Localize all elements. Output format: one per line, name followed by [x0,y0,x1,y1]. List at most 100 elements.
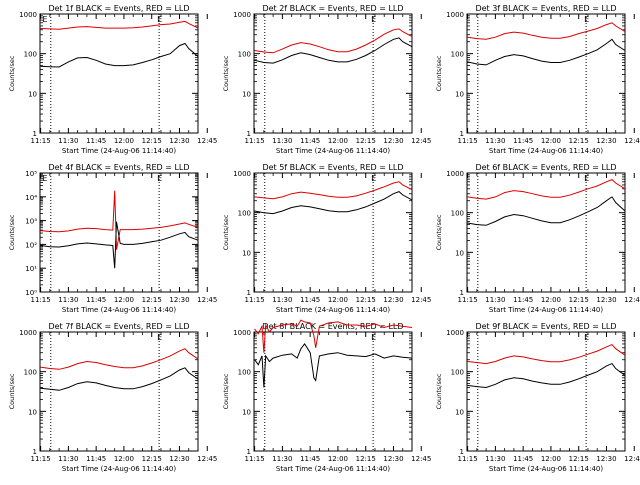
x-tick-label: 12:00 [328,455,348,463]
x-tick-label: 11:15 [31,455,51,463]
x-tick-label: 11:15 [458,455,478,463]
series-line-lld [40,190,199,250]
x-tick-label: 12:30 [383,455,403,463]
plot-frame [466,13,626,134]
x-tick-label: 11:30 [58,137,78,145]
series-line-events [254,343,413,388]
y-tick-label: 1 [460,448,464,456]
event-marker-label: E [42,15,47,24]
y-axis-label: Counts/sec [435,55,443,91]
y-tick-label: 10 [455,408,464,416]
chart-panel: Det 8f BLACK = Events, RED = LLD 1 10 100 10… [222,319,431,473]
y-tick-label: 1 [247,289,251,297]
series-line-events [254,37,413,64]
x-tick-label: 12:15 [142,455,162,463]
x-tick-label: 12:45 [624,455,640,463]
x-axis-label: Start Time (24-Aug-06 11:14:40) [62,465,176,473]
event-marker-label: E [157,15,162,24]
y-tick-label: 10⁴ [25,194,37,202]
x-axis-label: Start Time (24-Aug-06 11:14:40) [62,306,176,314]
y-tick-label: 1000 [233,329,251,337]
chart-title: Det 2f BLACK = Events, RED = LLD [262,4,403,13]
event-marker-label: E [584,15,589,24]
series-line-lld [467,344,626,365]
y-axis-label: Counts/sec [435,373,443,409]
x-tick-label: 12:45 [624,137,640,145]
x-tick-label: 12:00 [541,296,561,304]
y-tick-label: 1000 [233,11,251,19]
series-line-lld [467,22,626,40]
x-tick-label: 11:15 [245,455,265,463]
y-tick-label: 10 [455,90,464,98]
chart-panel: Det 4f BLACK = Events, RED = LLD 10⁰ 10¹ 10… [8,163,217,314]
x-tick-label: 12:00 [328,137,348,145]
x-tick-label: 12:00 [114,296,134,304]
x-tick-label: 11:30 [485,455,505,463]
x-tick-label: 11:15 [245,137,265,145]
y-tick-label: 1 [247,130,251,138]
x-tick-label: 11:15 [31,296,51,304]
event-marker-label: E [371,333,376,342]
x-tick-label: 12:45 [411,455,431,463]
event-marker-label: E [157,333,162,342]
x-tick-label: 12:30 [596,137,616,145]
x-tick-label: 11:30 [58,455,78,463]
chart-title: Det 1f BLACK = Events, RED = LLD [48,4,189,13]
y-tick-label: 10² [25,241,37,249]
x-tick-label: 12:00 [541,455,561,463]
series-line-lld [254,319,413,353]
y-axis-label: Counts/sec [8,214,16,250]
x-tick-label: 12:15 [356,296,376,304]
x-tick-label: 12:30 [383,296,403,304]
y-tick-label: 100 [238,51,251,59]
plot-frame [39,331,199,452]
x-tick-label: 11:15 [458,296,478,304]
series-line-lld [254,181,413,200]
chart-title: Det 9f BLACK = Events, RED = LLD [475,322,616,331]
plot-frame [39,13,199,134]
chart-panel: Det 5f BLACK = Events, RED = LLD 1 10 100 10… [222,163,431,314]
y-tick-label: 100 [238,210,251,218]
y-axis-label: Counts/sec [222,373,230,409]
y-tick-label: 10 [28,408,37,416]
y-tick-label: 1000 [446,11,464,19]
chart-title: Det 8f BLACK = Events, RED = LLD [262,322,403,331]
x-tick-label: 12:30 [169,296,189,304]
x-tick-label: 12:30 [169,455,189,463]
x-tick-label: 11:45 [86,137,106,145]
x-tick-label: 12:00 [114,137,134,145]
y-tick-label: 100 [24,369,37,377]
x-tick-label: 12:15 [356,137,376,145]
x-tick-label: 11:30 [485,137,505,145]
chart-title: Det 3f BLACK = Events, RED = LLD [475,4,616,13]
plot-frame [253,13,413,134]
y-tick-label: 100 [238,369,251,377]
x-tick-label: 12:45 [197,137,217,145]
chart-panel: Det 7f BLACK = Events, RED = LLD 1 10 100 10… [8,322,217,473]
series-line-events [254,191,413,215]
x-tick-label: 11:30 [485,296,505,304]
x-tick-label: 12:30 [596,296,616,304]
event-marker-label: E [584,174,589,183]
y-tick-label: 1000 [19,11,37,19]
series-line-events [40,221,199,269]
plot-frame [253,331,413,452]
y-tick-label: 10 [28,90,37,98]
y-axis-label: Counts/sec [8,55,16,91]
x-tick-label: 11:30 [58,296,78,304]
y-tick-label: 10 [242,90,251,98]
plot-frame [253,172,413,293]
y-tick-label: 10⁵ [25,170,37,178]
chart-panel: Det 2f BLACK = Events, RED = LLD 1 10 100 10… [222,4,431,155]
x-axis-label: Start Time (24-Aug-06 11:14:40) [276,465,390,473]
y-tick-label: 1000 [446,329,464,337]
x-tick-label: 11:45 [513,455,533,463]
x-axis-label: Start Time (24-Aug-06 11:14:40) [489,465,603,473]
series-line-lld [40,20,199,30]
y-axis-label: Counts/sec [222,55,230,91]
series-line-lld [467,179,626,200]
x-tick-label: 11:30 [272,296,292,304]
x-tick-label: 11:30 [272,137,292,145]
x-tick-label: 11:45 [513,137,533,145]
